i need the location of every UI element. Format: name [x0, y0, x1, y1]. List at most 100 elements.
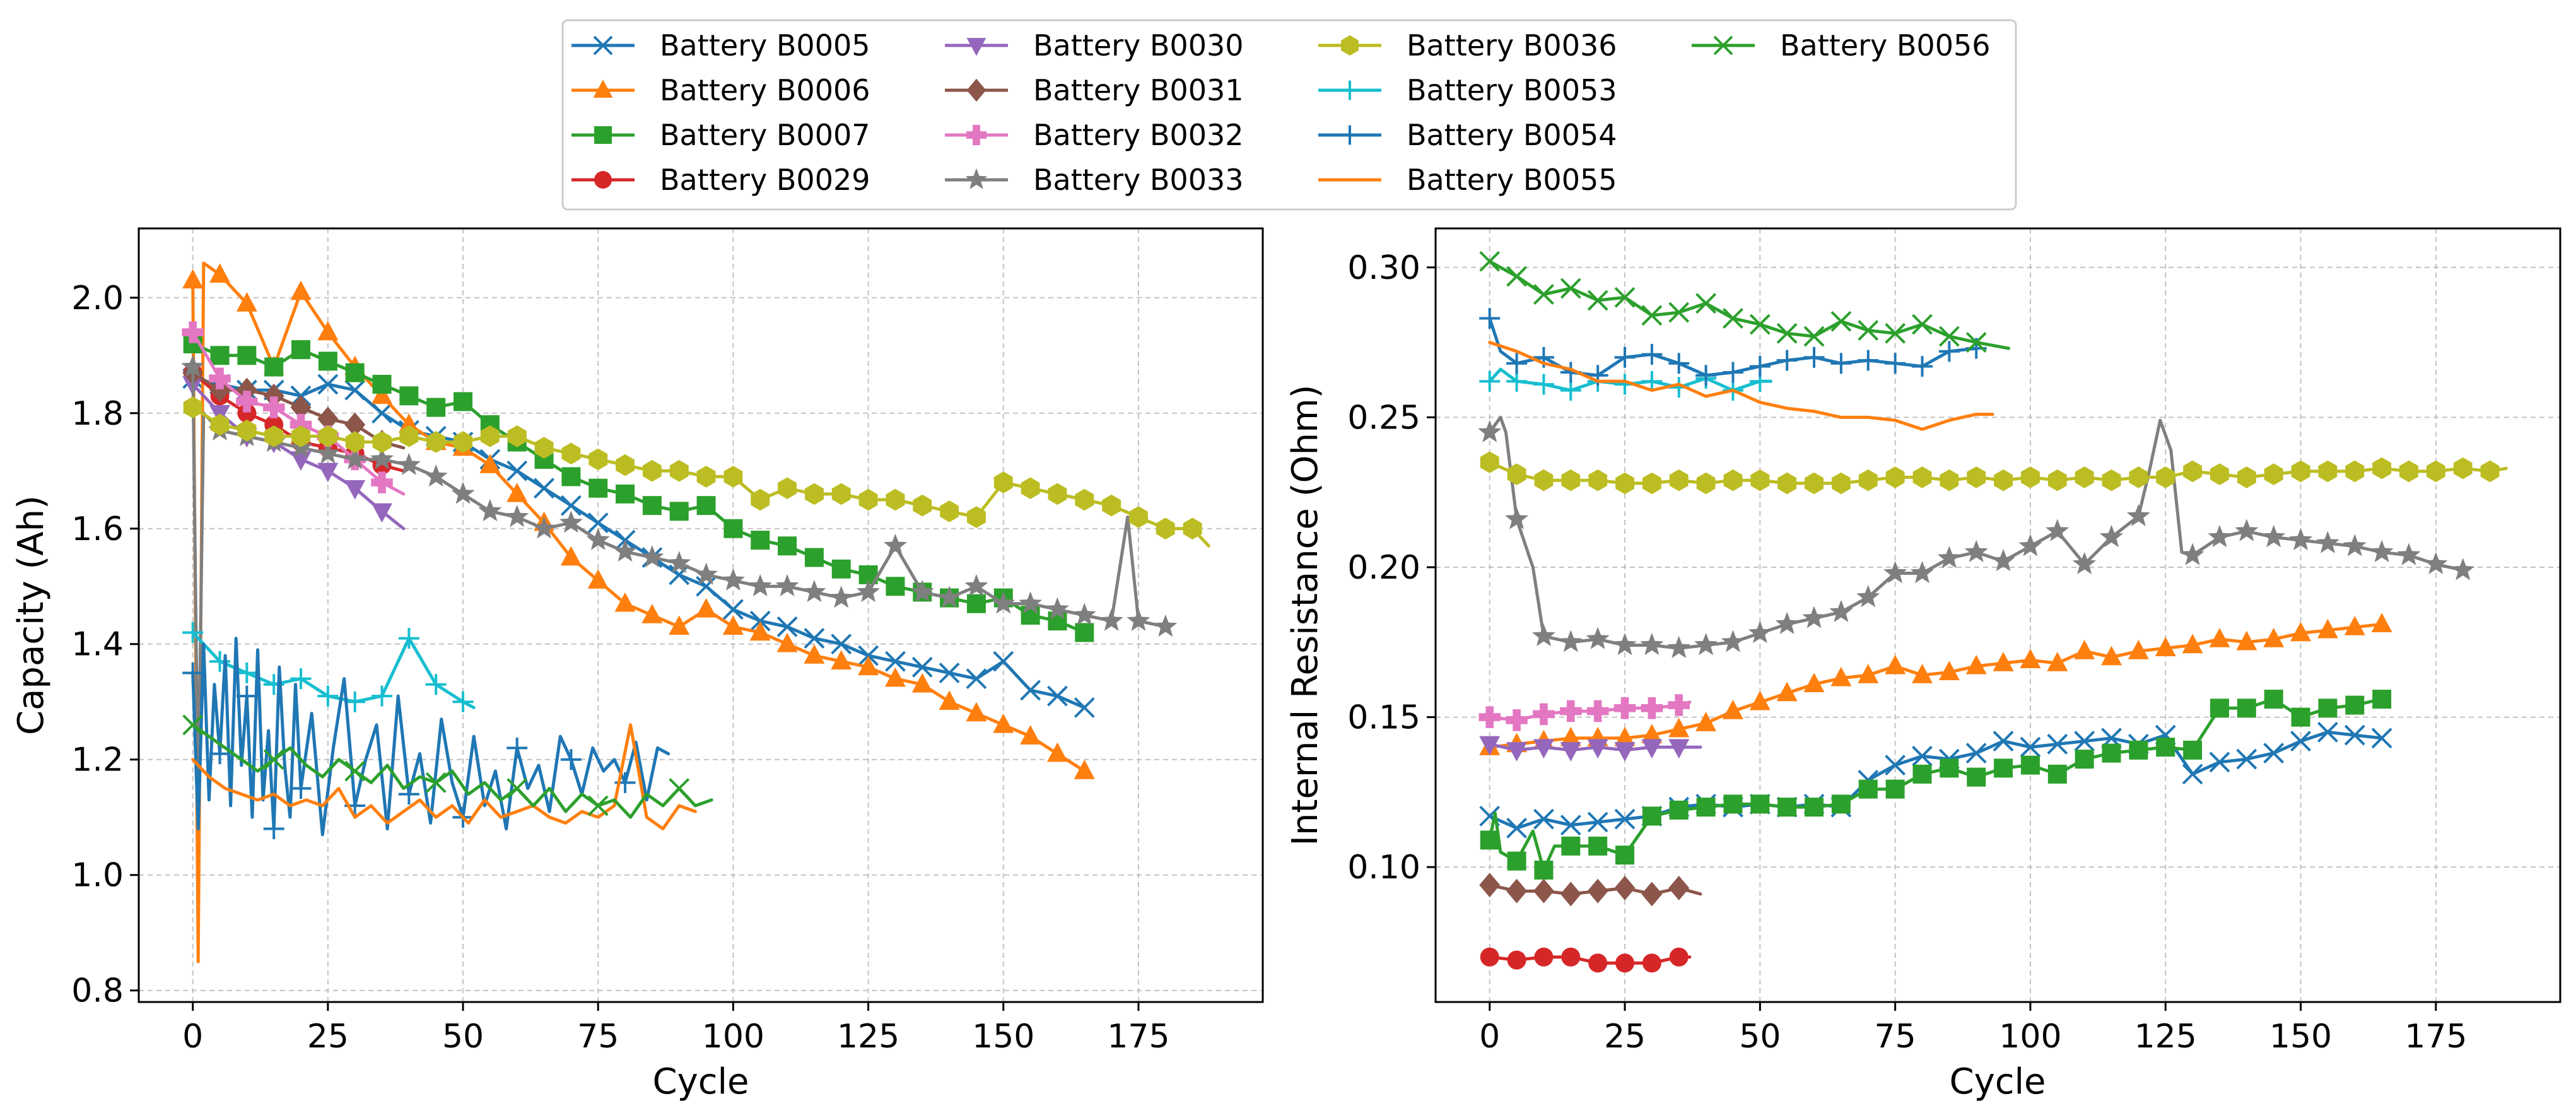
resistance-point-battery-b0007	[2047, 764, 2067, 784]
legend-entry-battery-b0055: Battery B0055	[1318, 163, 1617, 197]
capacity-point-battery-b0032	[290, 413, 312, 436]
resistance-point-battery-b0005	[2074, 731, 2095, 752]
resistance-point-battery-b0007	[1858, 779, 1878, 799]
capacity-y-tick-label: 1.2	[71, 741, 124, 779]
resistance-point-battery-b0032	[1668, 694, 1690, 716]
capacity-y-tick-label: 1.4	[71, 626, 124, 664]
capacity-point-battery-b0036	[669, 460, 689, 482]
resistance-point-battery-b0029	[1507, 950, 1526, 970]
capacity-point-battery-b0005	[669, 564, 690, 586]
legend-marker-battery-b0029	[594, 171, 612, 189]
capacity-point-battery-b0007	[210, 346, 230, 365]
legend-frame	[561, 19, 2017, 211]
resistance-series-battery-b0036	[1480, 451, 2508, 495]
resistance-point-battery-b0007	[1480, 830, 1499, 850]
resistance-point-battery-b0030	[1587, 739, 1608, 759]
resistance-point-battery-b0036	[1777, 472, 1797, 495]
capacity-point-battery-b0006	[749, 621, 771, 641]
resistance-point-battery-b0006	[1614, 726, 1636, 746]
resistance-point-battery-b0036	[2318, 460, 2338, 483]
capacity-point-battery-b0006	[398, 413, 419, 433]
resistance-point-battery-b0007	[1912, 764, 1932, 784]
resistance-point-battery-b0006	[2371, 613, 2392, 633]
capacity-point-battery-b0036	[858, 488, 878, 511]
resistance-point-battery-b0054	[1506, 353, 1528, 374]
capacity-point-battery-b0036	[372, 431, 392, 453]
capacity-point-battery-b0036	[507, 425, 527, 447]
legend-entry-battery-b0053: Battery B0053	[1318, 73, 1617, 107]
capacity-point-battery-b0032	[209, 367, 231, 390]
resistance-point-battery-b0036	[2102, 469, 2121, 492]
resistance-point-battery-b0029	[1615, 953, 1635, 973]
capacity-point-battery-b0033	[829, 586, 853, 608]
capacity-point-battery-b0005	[506, 460, 528, 481]
resistance-point-battery-b0036	[2237, 466, 2256, 488]
capacity-point-battery-b0053	[236, 662, 257, 683]
resistance-point-battery-b0030	[1533, 739, 1554, 759]
resistance-point-battery-b0007	[1994, 758, 2013, 778]
capacity-point-battery-b0036	[210, 413, 230, 436]
capacity-series-battery-b0055	[191, 723, 697, 830]
resistance-point-battery-b0006	[1803, 673, 1825, 693]
capacity-point-battery-b0036	[183, 396, 202, 418]
resistance-point-battery-b0053	[1533, 374, 1554, 395]
capacity-point-battery-b0033	[1072, 603, 1096, 625]
resistance-point-battery-b0007	[2318, 699, 2338, 718]
legend-entry-battery-b0030: Battery B0030	[945, 28, 1244, 62]
resistance-point-battery-b0053	[1479, 370, 1501, 392]
resistance-point-battery-b0029	[1669, 947, 1689, 967]
capacity-point-battery-b0033	[802, 579, 826, 603]
resistance-series-battery-b0055	[1488, 341, 1994, 431]
capacity-point-battery-b0054	[182, 662, 204, 683]
capacity-point-battery-b0033	[451, 481, 475, 504]
resistance-line-battery-b0055	[1488, 341, 1994, 431]
legend-entry-battery-b0056: Battery B0056	[1692, 28, 1991, 62]
resistance-point-battery-b0033	[2343, 534, 2367, 557]
resistance-point-battery-b0033	[1694, 633, 1718, 656]
resistance-point-battery-b0053	[1560, 380, 1581, 401]
capacity-point-battery-b0036	[1021, 477, 1040, 499]
resistance-point-battery-b0006	[2344, 616, 2365, 635]
capacity-point-battery-b0054	[290, 777, 312, 799]
capacity-point-battery-b0006	[372, 384, 393, 404]
capacity-point-battery-b0007	[669, 502, 689, 521]
resistance-point-battery-b0033	[1505, 507, 1529, 529]
capacity-x-tick-label: 175	[1107, 1018, 1169, 1056]
capacity-point-battery-b0006	[884, 667, 906, 687]
resistance-x-tick-label: 75	[1875, 1018, 1916, 1056]
resistance-point-battery-b0029	[1588, 953, 1608, 973]
capacity-point-battery-b0006	[560, 546, 582, 566]
capacity-point-battery-b0033	[992, 591, 1016, 614]
resistance-point-battery-b0033	[1937, 546, 1961, 569]
capacity-point-battery-b0033	[721, 568, 745, 591]
resistance-point-battery-b0033	[2370, 539, 2394, 562]
resistance-point-battery-b0033	[2018, 534, 2042, 557]
resistance-point-battery-b0056	[1912, 314, 1933, 335]
resistance-point-battery-b0007	[1507, 851, 1526, 871]
capacity-point-battery-b0036	[264, 425, 284, 447]
resistance-point-battery-b0033	[1883, 561, 1907, 584]
capacity-point-battery-b0036	[805, 483, 824, 505]
resistance-point-battery-b0054	[1911, 356, 1933, 377]
capacity-point-battery-b0036	[1156, 517, 1175, 539]
resistance-point-battery-b0056	[1965, 332, 1987, 353]
capacity-point-battery-b0005	[804, 628, 825, 649]
legend-label-battery-b0033: Battery B0033	[1033, 163, 1244, 197]
capacity-point-battery-b0033	[478, 498, 502, 522]
resistance-point-battery-b0007	[1669, 800, 1689, 820]
resistance-point-battery-b0054	[1668, 353, 1690, 374]
resistance-point-battery-b0005	[1587, 811, 1608, 833]
capacity-point-battery-b0030	[372, 503, 393, 523]
resistance-point-battery-b0006	[1560, 726, 1581, 746]
capacity-point-battery-b0006	[1020, 725, 1041, 745]
capacity-point-battery-b0006	[506, 482, 528, 502]
resistance-point-battery-b0033	[2208, 524, 2232, 548]
capacity-point-battery-b0005	[587, 512, 609, 534]
capacity-point-battery-b0007	[561, 467, 581, 486]
capacity-point-battery-b0036	[751, 488, 770, 511]
resistance-x-tick-label: 0	[1479, 1018, 1500, 1056]
capacity-point-battery-b0036	[913, 494, 932, 517]
resistance-point-battery-b0036	[2426, 460, 2445, 483]
resistance-point-battery-b0036	[1723, 469, 1743, 492]
resistance-point-battery-b0033	[2046, 519, 2070, 541]
